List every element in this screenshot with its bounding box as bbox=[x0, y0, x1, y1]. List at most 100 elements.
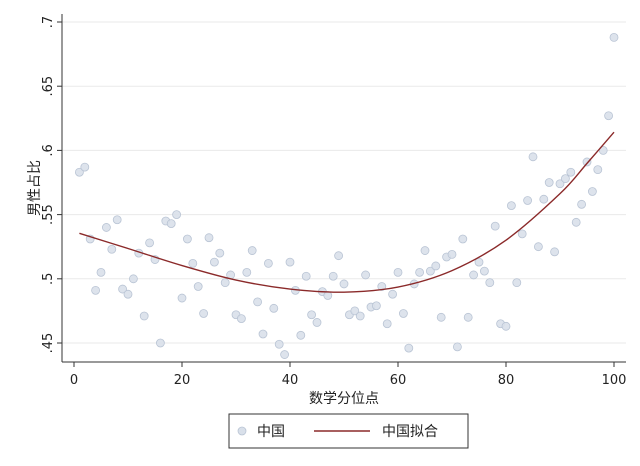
scatter-point-82 bbox=[517, 229, 527, 239]
scatter-point-86 bbox=[539, 194, 549, 204]
scatter-point-72 bbox=[463, 312, 473, 322]
scatter-point-89 bbox=[555, 179, 565, 189]
scatter-point-91 bbox=[566, 167, 576, 177]
scatter-point-32 bbox=[247, 246, 257, 255]
scatter-point-15 bbox=[155, 338, 165, 348]
scatter-point-39 bbox=[285, 257, 295, 267]
scatter-point-95 bbox=[588, 187, 597, 196]
scatter-point-90 bbox=[561, 174, 570, 184]
scatter-point-77 bbox=[490, 221, 500, 231]
x-ticks: 0 20 40 60 80 100 bbox=[70, 362, 627, 388]
scatter-point-24 bbox=[204, 233, 214, 243]
scatter-point-35 bbox=[263, 258, 273, 268]
scatter-point-61 bbox=[404, 343, 414, 353]
scatter-point-22 bbox=[193, 282, 203, 291]
scatter-point-65 bbox=[425, 266, 435, 276]
scatter-point-99 bbox=[609, 33, 619, 42]
scatter-point-53 bbox=[361, 270, 371, 280]
x-tick-label-5: 100 bbox=[602, 373, 627, 388]
scatter-point-92 bbox=[571, 217, 581, 227]
legend-marker-scatter bbox=[237, 426, 247, 436]
legend: 中国 中国拟合 bbox=[228, 413, 469, 449]
scatter-point-71 bbox=[458, 234, 468, 244]
scatter-point-96 bbox=[593, 165, 603, 175]
scatter-point-30 bbox=[236, 314, 246, 324]
scatter-point-94 bbox=[582, 157, 592, 167]
y-axis-title: 男性占比 bbox=[27, 160, 43, 216]
x-tick-label-0: 0 bbox=[70, 373, 78, 388]
scatter-point-0 bbox=[75, 167, 84, 177]
scatter-point-75 bbox=[479, 266, 489, 276]
x-axis-title: 数学分位点 bbox=[309, 391, 379, 407]
scatter-point-33 bbox=[253, 297, 263, 307]
scatter-point-37 bbox=[274, 339, 284, 349]
x-tick-label-1: 20 bbox=[174, 373, 191, 388]
x-tick-label-3: 60 bbox=[390, 373, 407, 388]
scatter-point-59 bbox=[393, 267, 403, 277]
scatter-point-1 bbox=[80, 162, 90, 172]
scatter-point-4 bbox=[96, 267, 106, 277]
scatter-point-34 bbox=[258, 329, 268, 339]
legend-label-fit: 中国拟合 bbox=[382, 424, 438, 440]
x-tick-label-2: 40 bbox=[282, 373, 299, 388]
scatter-point-41 bbox=[296, 330, 306, 340]
y-ticks: .45 .5 .55 .6 .65 .7 bbox=[41, 16, 62, 354]
scatter-point-48 bbox=[334, 251, 344, 261]
y-tick-label-5: .7 bbox=[41, 16, 56, 28]
scatter-point-84 bbox=[528, 152, 538, 162]
scatter-point-87 bbox=[544, 178, 554, 187]
scatter-point-66 bbox=[431, 261, 441, 271]
scatter-point-49 bbox=[339, 279, 349, 289]
scatter-point-18 bbox=[172, 210, 182, 220]
scatter-point-10 bbox=[128, 274, 138, 284]
scatter-point-31 bbox=[242, 267, 252, 277]
scatter-point-74 bbox=[474, 257, 484, 267]
scatter-points bbox=[75, 33, 619, 359]
scatter-point-76 bbox=[485, 278, 495, 288]
scatter-point-36 bbox=[269, 303, 279, 313]
scatter-point-57 bbox=[382, 319, 392, 329]
fit-line bbox=[79, 131, 615, 293]
y-tick-label-4: .65 bbox=[41, 76, 56, 97]
scatter-point-17 bbox=[166, 219, 176, 228]
scatter-point-56 bbox=[377, 282, 387, 291]
scatter-point-42 bbox=[301, 271, 311, 281]
scatter-point-98 bbox=[604, 111, 613, 121]
x-tick-label-4: 80 bbox=[498, 373, 515, 388]
scatter-point-52 bbox=[355, 311, 365, 321]
scatter-point-6 bbox=[107, 244, 117, 254]
legend-label-scatter: 中国 bbox=[257, 424, 285, 440]
scatter-point-69 bbox=[447, 250, 457, 259]
scatter-point-38 bbox=[280, 350, 290, 359]
scatter-point-88 bbox=[550, 247, 559, 257]
scatter-point-47 bbox=[328, 271, 338, 281]
scatter-point-19 bbox=[177, 293, 187, 303]
scatter-point-58 bbox=[388, 289, 398, 299]
scatter-point-20 bbox=[182, 234, 192, 244]
scatter-point-23 bbox=[199, 309, 209, 318]
scatter-point-81 bbox=[512, 278, 522, 288]
scatter-point-85 bbox=[534, 242, 543, 252]
scatter-point-5 bbox=[102, 223, 111, 232]
scatter-point-25 bbox=[209, 257, 219, 267]
scatter-point-70 bbox=[452, 342, 462, 352]
scatter-point-9 bbox=[123, 289, 133, 299]
y-tick-label-3: .6 bbox=[41, 144, 56, 156]
scatter-point-8 bbox=[118, 284, 127, 294]
scatter-point-12 bbox=[139, 311, 149, 321]
y-tick-label-1: .5 bbox=[41, 273, 56, 285]
scatter-point-63 bbox=[415, 267, 425, 277]
scatter-point-21 bbox=[188, 258, 198, 268]
scatter-point-93 bbox=[577, 199, 586, 209]
scatter-point-7 bbox=[112, 215, 122, 225]
scatter-point-60 bbox=[398, 309, 408, 318]
scatter-point-26 bbox=[215, 248, 225, 258]
axes bbox=[61, 14, 626, 363]
scatter-point-64 bbox=[420, 246, 430, 255]
y-tick-label-2: .55 bbox=[41, 204, 56, 225]
scatter-point-3 bbox=[91, 285, 100, 295]
scatter-point-51 bbox=[350, 306, 360, 316]
scatter-point-67 bbox=[436, 312, 446, 322]
y-tick-label-0: .45 bbox=[41, 333, 56, 354]
